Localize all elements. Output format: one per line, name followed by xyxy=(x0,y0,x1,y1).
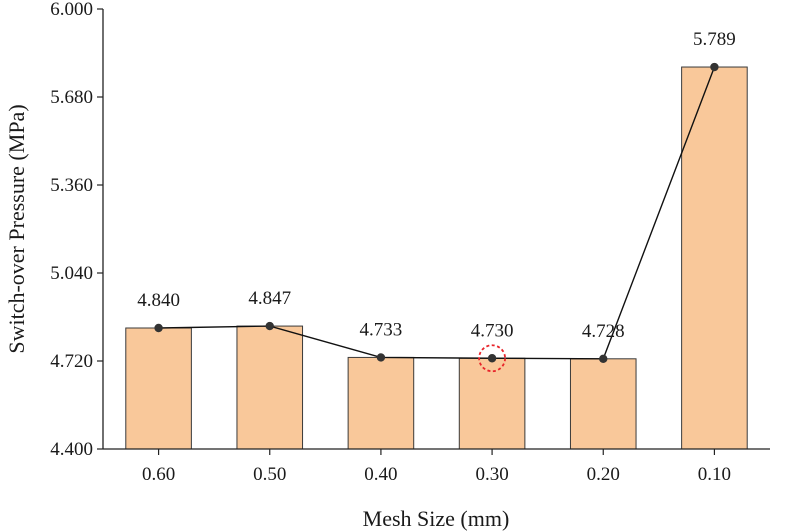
y-tick-label: 5.360 xyxy=(50,175,93,196)
data-labels-layer: 4.840 4.847 4.733 4.730 4.728 5.789 xyxy=(137,29,736,342)
data-point-0.30 xyxy=(487,354,497,363)
data-label-0.30: 4.730 xyxy=(471,320,514,341)
data-label-0.60: 4.840 xyxy=(137,290,180,311)
x-tick-label: 0.60 xyxy=(142,464,175,485)
data-label-0.20: 4.728 xyxy=(582,321,625,342)
y-tick-label: 5.680 xyxy=(50,87,93,108)
x-tick-label: 0.30 xyxy=(475,464,508,485)
x-ticks-layer: 0.60 0.50 0.40 0.30 0.20 0.10 xyxy=(142,449,731,485)
bar-0.40 xyxy=(347,356,415,450)
data-label-0.40: 4.733 xyxy=(360,319,403,340)
y-axis-title: Switch-over Pressure (MPa) xyxy=(4,104,29,353)
data-point-0.50 xyxy=(265,321,274,331)
data-label-0.10: 5.789 xyxy=(693,29,736,50)
data-point-0.10 xyxy=(710,62,719,72)
x-tick-label: 0.20 xyxy=(587,464,620,485)
bar-0.20 xyxy=(569,358,637,450)
y-tick-label: 4.720 xyxy=(50,351,93,372)
series-line xyxy=(158,66,716,360)
y-tick-label: 4.400 xyxy=(50,439,93,460)
bar-0.10 xyxy=(681,66,748,450)
y-tick-label: 5.040 xyxy=(50,263,93,284)
x-tick-label: 0.50 xyxy=(253,464,286,485)
data-point-0.40 xyxy=(376,353,386,362)
highlight-ring xyxy=(478,344,506,373)
data-point-0.20 xyxy=(599,354,608,363)
bar-0.30 xyxy=(458,357,526,450)
line-layer xyxy=(154,62,719,373)
y-tick-label: 6.000 xyxy=(50,0,93,20)
x-tick-label: 0.40 xyxy=(364,464,397,485)
x-tick-label: 0.10 xyxy=(698,464,731,485)
x-axis-title: Mesh Size (mm) xyxy=(363,506,510,531)
bar-0.50 xyxy=(236,325,304,450)
bars-layer xyxy=(125,66,748,450)
data-label-0.50: 4.847 xyxy=(248,288,291,309)
y-ticks-layer: 4.400 4.720 5.040 5.360 5.680 6.000 xyxy=(50,0,103,460)
bar-0.60 xyxy=(125,327,192,450)
data-point-0.60 xyxy=(154,323,163,333)
